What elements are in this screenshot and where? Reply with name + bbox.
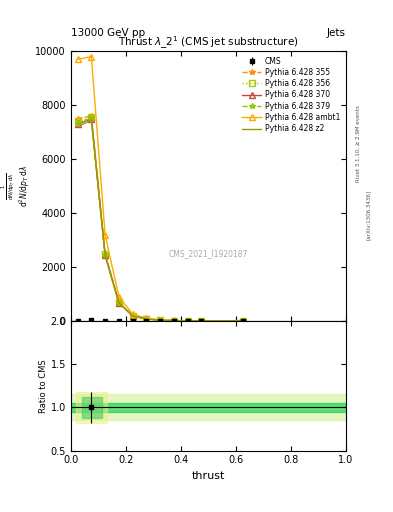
Pythia 6.428 356 (199, 318, 204, 324)
Pythia 6.428 z2 (171, 317, 176, 324)
Pythia 6.428 356 (75, 118, 80, 124)
Pythia 6.428 356 (240, 317, 245, 324)
Pythia 6.428 370 (116, 300, 121, 306)
Pythia 6.428 ambt1 (185, 317, 190, 324)
Line: Pythia 6.428 z2: Pythia 6.428 z2 (78, 120, 242, 321)
Pythia 6.428 z2 (116, 300, 121, 306)
Pythia 6.428 z2 (185, 318, 190, 324)
X-axis label: thrust: thrust (192, 471, 225, 481)
Text: CMS_2021_I1920187: CMS_2021_I1920187 (169, 249, 248, 258)
Pythia 6.428 370 (240, 317, 245, 324)
Pythia 6.428 370 (144, 316, 149, 322)
Bar (82, 397, 102, 418)
Line: Pythia 6.428 ambt1: Pythia 6.428 ambt1 (75, 54, 246, 324)
Pythia 6.428 370 (158, 317, 163, 323)
Line: Pythia 6.428 356: Pythia 6.428 356 (75, 115, 246, 324)
Pythia 6.428 z2 (103, 252, 108, 259)
Pythia 6.428 356 (130, 313, 135, 319)
Pythia 6.428 379 (171, 317, 176, 324)
Pythia 6.428 ambt1 (240, 317, 245, 324)
Pythia 6.428 355 (144, 316, 149, 322)
Pythia 6.428 ambt1 (171, 317, 176, 324)
Pythia 6.428 356 (116, 300, 121, 306)
Y-axis label: $\frac{1}{\mathrm{d}N/\mathrm{d}p_T\,\mathrm{d}\lambda}$
$\mathrm{d}^2N/\mathrm{: $\frac{1}{\mathrm{d}N/\mathrm{d}p_T\,\ma… (0, 165, 33, 207)
Pythia 6.428 355 (75, 116, 80, 122)
Pythia 6.428 379 (199, 318, 204, 324)
Pythia 6.428 355 (89, 113, 94, 119)
Pythia 6.428 370 (185, 318, 190, 324)
Pythia 6.428 370 (89, 116, 94, 122)
Pythia 6.428 355 (158, 317, 163, 323)
Pythia 6.428 356 (89, 114, 94, 120)
Pythia 6.428 z2 (144, 316, 149, 322)
Pythia 6.428 356 (158, 317, 163, 323)
Pythia 6.428 370 (130, 313, 135, 319)
Pythia 6.428 ambt1 (75, 56, 80, 62)
Text: Jets: Jets (327, 28, 346, 38)
Line: Pythia 6.428 379: Pythia 6.428 379 (75, 115, 246, 324)
Pythia 6.428 370 (103, 252, 108, 258)
Text: 13000 GeV pp: 13000 GeV pp (71, 28, 145, 38)
Pythia 6.428 ambt1 (144, 315, 149, 322)
Pythia 6.428 z2 (240, 317, 245, 324)
Pythia 6.428 355 (185, 318, 190, 324)
Pythia 6.428 355 (116, 299, 121, 305)
Pythia 6.428 379 (144, 316, 149, 322)
Bar (76, 392, 107, 423)
Pythia 6.428 z2 (75, 124, 80, 130)
Pythia 6.428 ambt1 (199, 318, 204, 324)
Legend: CMS, Pythia 6.428 355, Pythia 6.428 356, Pythia 6.428 370, Pythia 6.428 379, Pyt: CMS, Pythia 6.428 355, Pythia 6.428 356,… (239, 53, 343, 136)
Pythia 6.428 379 (130, 313, 135, 319)
Pythia 6.428 ambt1 (89, 54, 94, 60)
Pythia 6.428 370 (199, 318, 204, 324)
Y-axis label: Ratio to CMS: Ratio to CMS (39, 359, 48, 413)
Pythia 6.428 356 (103, 251, 108, 257)
Pythia 6.428 356 (144, 316, 149, 322)
Title: Thrust $\lambda\_2^1$ (CMS jet substructure): Thrust $\lambda\_2^1$ (CMS jet substruct… (118, 34, 299, 51)
Pythia 6.428 ambt1 (103, 231, 108, 238)
Pythia 6.428 379 (185, 318, 190, 324)
Pythia 6.428 379 (240, 317, 245, 324)
Line: Pythia 6.428 355: Pythia 6.428 355 (75, 113, 246, 324)
Text: Rivet 3.1.10, ≥ 2.9M events: Rivet 3.1.10, ≥ 2.9M events (356, 105, 361, 182)
Pythia 6.428 z2 (130, 313, 135, 319)
Line: Pythia 6.428 370: Pythia 6.428 370 (75, 116, 246, 324)
Pythia 6.428 379 (116, 300, 121, 306)
Pythia 6.428 z2 (89, 117, 94, 123)
Pythia 6.428 370 (171, 317, 176, 324)
Pythia 6.428 ambt1 (158, 317, 163, 323)
Pythia 6.428 379 (75, 120, 80, 126)
Pythia 6.428 379 (103, 251, 108, 258)
Pythia 6.428 379 (89, 115, 94, 121)
Pythia 6.428 370 (75, 121, 80, 127)
Pythia 6.428 355 (130, 312, 135, 318)
Pythia 6.428 355 (199, 318, 204, 324)
Pythia 6.428 ambt1 (130, 311, 135, 317)
Pythia 6.428 ambt1 (116, 294, 121, 300)
Pythia 6.428 355 (171, 317, 176, 324)
Pythia 6.428 z2 (199, 318, 204, 324)
Pythia 6.428 z2 (158, 317, 163, 323)
Pythia 6.428 356 (185, 318, 190, 324)
Pythia 6.428 379 (158, 317, 163, 323)
Pythia 6.428 356 (171, 317, 176, 324)
Pythia 6.428 355 (103, 250, 108, 257)
Pythia 6.428 355 (240, 317, 245, 324)
Text: [arXiv:1306.3436]: [arXiv:1306.3436] (365, 190, 371, 240)
